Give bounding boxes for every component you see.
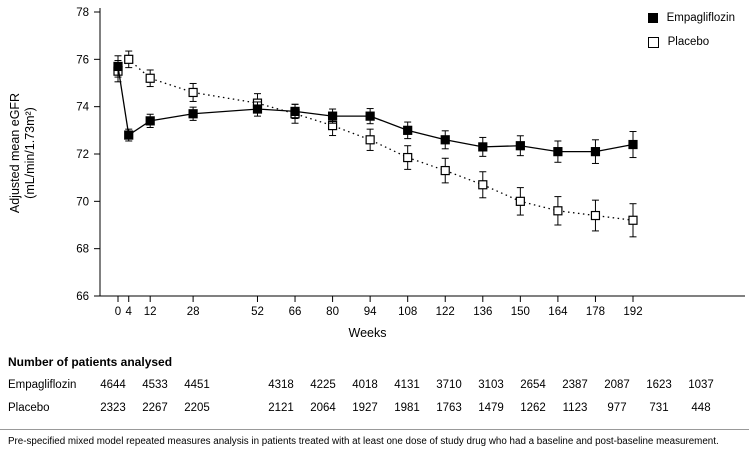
legend: Empagliflozin Placebo [647,12,735,60]
patients-cell: 731 [649,401,669,414]
svg-text:68: 68 [76,244,89,256]
filled-square-marker-icon [647,13,658,23]
svg-text:0: 0 [115,306,121,318]
svg-text:122: 122 [436,306,455,318]
patients-cell: 2323 [100,401,126,414]
patients-cell: 2205 [184,401,210,414]
patients-cell: 2387 [562,378,588,391]
open-square-marker-icon [647,36,659,48]
svg-text:72: 72 [76,149,89,161]
patients-cell: 1623 [646,378,672,391]
svg-text:66: 66 [289,306,302,318]
svg-text:78: 78 [76,7,89,19]
legend-label-placebo: Placebo [667,36,710,48]
y-axis-title-line1: Adjusted mean eGFR [8,92,22,214]
y-axis-title-line2: (mL/min/1.73m²) [23,107,37,199]
svg-text:80: 80 [326,306,339,318]
patients-cell: 4225 [310,378,336,391]
svg-text:28: 28 [187,306,200,318]
patients-cell: 2654 [520,378,546,391]
svg-text:94: 94 [364,306,377,318]
patients-cell: 2267 [142,401,168,414]
svg-text:192: 192 [623,306,642,318]
patients-heading: Number of patients analysed [8,355,173,369]
patients-cell: 3710 [436,378,462,391]
svg-text:76: 76 [76,54,89,66]
svg-text:164: 164 [548,306,568,318]
patients-cell: 1123 [562,401,588,414]
svg-text:12: 12 [144,306,157,318]
svg-text:178: 178 [586,306,605,318]
patients-cell: 1262 [520,401,546,414]
patients-cell: 4533 [142,378,168,391]
patients-cell: 3103 [478,378,504,391]
legend-item-empagliflozin: Empagliflozin [647,12,735,24]
patients-row-label: Empagliflozin [8,378,77,391]
patients-cell: 4318 [268,378,294,391]
y-axis-title: Adjusted mean eGFR (mL/min/1.73m²) [8,33,40,273]
chart-area: 66 68 70 72 74 76 78 0 4 12 28 52 66 80 94 108 122 136 150… [8,7,745,340]
x-axis-title: Weeks [348,326,387,340]
patients-cell: 1981 [394,401,420,414]
patients-cell: 448 [691,401,711,414]
patients-rows: Empagliflozin 4644 4533 4451 4318 4225 4018 413… [0,373,749,419]
patients-cell: 1479 [478,401,504,414]
patients-row: Placebo 2323 2267 2205 2121 2064 1927 1981 1763 1… [0,396,749,419]
svg-text:74: 74 [76,102,89,114]
svg-text:52: 52 [251,306,264,318]
patients-cell: 4451 [184,378,210,391]
patients-cell: 2121 [268,401,294,414]
patients-cell: 4018 [352,378,378,391]
patients-cell: 1037 [688,378,714,391]
patients-cell: 2064 [310,401,336,414]
egfr-chart: 66 68 70 72 74 76 78 0 4 12 28 52 66 80 94 108 122 136 150… [76,7,745,318]
patients-cell: 4131 [394,378,420,391]
patients-cell: 4644 [100,378,126,391]
svg-text:150: 150 [511,306,530,318]
legend-label-empagliflozin: Empagliflozin [666,12,735,24]
svg-text:108: 108 [398,306,417,318]
patients-cell: 1763 [436,401,462,414]
svg-text:66: 66 [76,291,89,303]
legend-item-placebo: Placebo [647,36,735,48]
svg-text:136: 136 [473,306,492,318]
footnote: Pre-specified mixed model repeated measu… [0,429,749,447]
svg-text:70: 70 [76,196,89,208]
svg-text:4: 4 [126,306,133,318]
patients-row-label: Placebo [8,401,50,414]
patients-row: Empagliflozin 4644 4533 4451 4318 4225 4018 413… [0,373,749,396]
patients-cell: 2087 [604,378,630,391]
patients-section: Number of patients analysed Empagliflozi… [0,355,749,419]
patients-cell: 1927 [352,401,378,414]
patients-cell: 977 [607,401,627,414]
